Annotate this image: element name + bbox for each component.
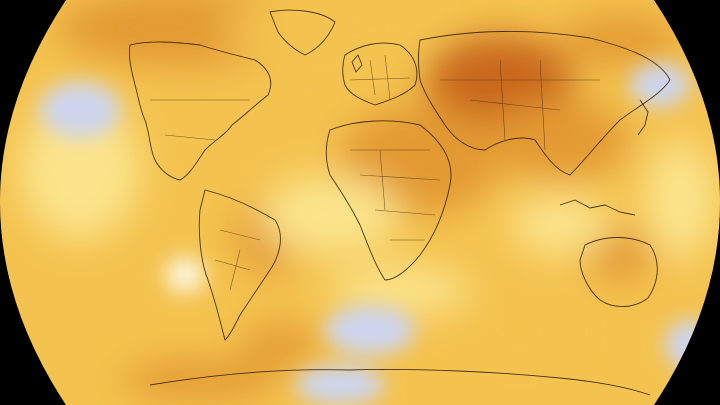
coastline-indonesia xyxy=(559,199,636,216)
coastline-europe xyxy=(342,42,418,106)
border-asia xyxy=(440,59,600,151)
border-south-america xyxy=(214,229,261,291)
anomaly-hot-zone xyxy=(560,15,680,65)
coastline-outlines xyxy=(129,9,671,396)
anomaly-cool-zone xyxy=(40,82,120,138)
coastline-uk xyxy=(351,54,363,73)
coastline-australia xyxy=(579,237,658,307)
coastline-greenland xyxy=(269,9,336,56)
border-europe xyxy=(349,54,411,101)
country-borders xyxy=(150,54,600,291)
anomaly-neutral-zone xyxy=(330,265,470,315)
border-usa-mexico xyxy=(164,134,216,141)
anomaly-hot-zone xyxy=(460,305,580,355)
anomaly-cool-zone xyxy=(630,63,690,107)
coastline-asia xyxy=(418,30,671,176)
coastline-south-america xyxy=(198,189,281,341)
anomaly-hot-zone xyxy=(240,325,320,365)
coastline-north-america xyxy=(129,41,272,181)
anomaly-hot-zone xyxy=(490,100,630,180)
anomaly-neutral-zone xyxy=(260,175,400,255)
border-africa xyxy=(350,149,441,241)
coastline-antarctica xyxy=(149,369,651,396)
anomaly-hot-zone xyxy=(220,0,440,60)
anomaly-neutral-zone xyxy=(20,100,140,240)
coastline-africa xyxy=(325,120,452,281)
anomaly-neutral-zone xyxy=(510,195,610,255)
coastline-japan xyxy=(637,99,649,136)
anomaly-neutral-zone xyxy=(645,140,715,260)
anomaly-cool-zone xyxy=(325,305,415,355)
anomaly-hot-zone xyxy=(585,230,655,280)
anomaly-field xyxy=(20,0,715,400)
anomaly-neutral-zone xyxy=(165,257,205,293)
anomaly-cool-zone xyxy=(295,365,385,405)
anomaly-hot-zone xyxy=(120,360,280,400)
